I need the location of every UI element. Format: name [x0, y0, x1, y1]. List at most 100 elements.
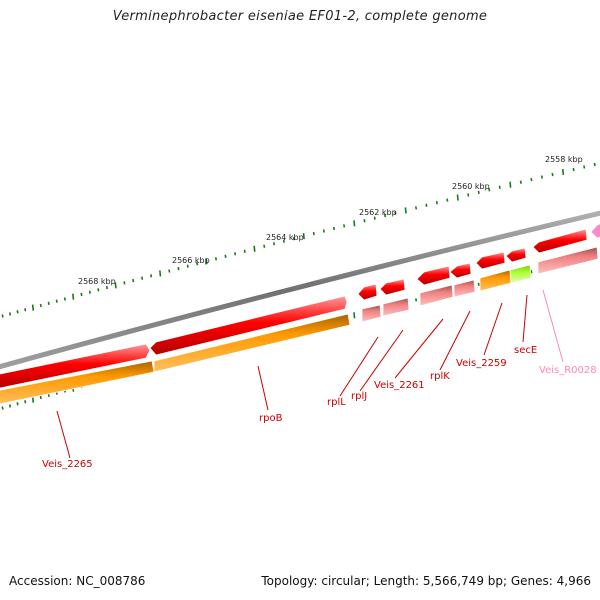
scale-tick — [263, 244, 266, 248]
gene-veis-2259-arrow[interactable] — [475, 251, 506, 270]
scale-tick — [414, 206, 418, 210]
feature-rplj[interactable] — [382, 297, 410, 317]
scale-tick — [477, 282, 480, 287]
scale-tick — [149, 274, 153, 278]
scale-tick — [488, 188, 491, 192]
scale-tick — [394, 211, 397, 215]
leader-rpob — [257, 365, 269, 411]
scale-tick — [404, 207, 407, 214]
scale-tick — [540, 175, 544, 179]
scale-tick — [253, 245, 256, 252]
scale-tick — [63, 297, 67, 301]
scale-tick — [425, 203, 428, 207]
scale-tick — [72, 293, 75, 300]
scale-tick — [282, 239, 286, 243]
scale-label-2568: 2568 kbp — [78, 277, 116, 286]
gene-veis-2265-arrow[interactable] — [0, 343, 151, 389]
scale-tick — [132, 278, 135, 283]
scale-tick — [456, 194, 459, 201]
scale-label-2562: 2562 kbp — [359, 208, 397, 217]
scale-tick — [31, 396, 35, 403]
scale-tick — [159, 270, 162, 277]
scale-tick — [55, 299, 58, 303]
scale-tick — [243, 249, 246, 253]
scale-tick — [8, 404, 12, 408]
scale-label-2566: 2566 kbp — [172, 256, 210, 265]
gene-rpob-arrow[interactable] — [149, 295, 348, 356]
label-leaders — [56, 289, 564, 459]
scale-tick — [224, 254, 227, 258]
gene-cds-2258-arrow[interactable] — [532, 228, 588, 254]
scale-tick — [214, 257, 218, 261]
scale-tick — [302, 233, 305, 240]
gene-label-veis-2259[interactable]: Veis_2259 — [456, 358, 507, 369]
gene-label-veis-2265[interactable]: Veis_2265 — [42, 459, 93, 470]
gene-label-rplk[interactable]: rplK — [430, 371, 450, 382]
topology-footer: Topology: circular; Length: 5,566,749 bp… — [261, 574, 591, 588]
scale-tick — [292, 237, 295, 241]
scale-tick — [312, 231, 315, 236]
gene-label-rpll[interactable]: rplL — [327, 397, 346, 408]
scale-label-2558: 2558 kbp — [545, 155, 583, 164]
gene-label-rpob[interactable]: rpoB — [259, 413, 283, 424]
feature-rplk[interactable] — [453, 279, 476, 298]
trna-veis-r0028-arrow[interactable] — [590, 222, 600, 239]
scale-tick — [519, 180, 522, 184]
scale-tick — [39, 303, 42, 308]
scale-tick — [373, 216, 376, 220]
scale-tick — [363, 219, 366, 223]
scale-tick — [234, 252, 237, 256]
scale-tick — [177, 266, 180, 271]
feature-sece[interactable] — [509, 264, 532, 284]
leader-sece — [522, 294, 528, 343]
gene-label-veis-2261[interactable]: Veis_2261 — [374, 380, 425, 391]
scale-label-2560: 2560 kbp — [452, 182, 490, 191]
feature-rpll[interactable] — [361, 304, 382, 323]
leader-veis-2259 — [483, 302, 503, 356]
scale-tick — [80, 292, 83, 297]
feature-veis-2261[interactable] — [419, 284, 454, 307]
scale-tick — [353, 220, 356, 227]
scale-tick — [343, 224, 346, 228]
leader-veis-r0028 — [542, 289, 564, 363]
scale-tick — [322, 229, 325, 233]
scale-tick — [498, 185, 501, 189]
scale-tick — [551, 172, 554, 177]
scale-tick — [196, 262, 199, 266]
feature-veis-2259[interactable] — [479, 269, 512, 292]
scale-tick — [1, 406, 4, 410]
scale-tick — [97, 288, 100, 292]
map-title: Verminephrobacter eiseniae EF01-2, compl… — [112, 9, 488, 24]
gene-rplj-arrow[interactable] — [379, 278, 406, 296]
scale-tick — [47, 301, 50, 305]
scale-tick — [583, 165, 586, 169]
gene-label-sece[interactable]: secE — [514, 345, 537, 356]
gene-label-rplj[interactable]: rplJ — [351, 391, 367, 402]
scale-tick — [561, 168, 565, 176]
scale-tick — [272, 242, 276, 246]
gene-rpll-arrow[interactable] — [357, 283, 378, 301]
feature-rpob[interactable] — [153, 313, 351, 373]
scale-tick — [24, 400, 27, 404]
scale-tick — [383, 213, 387, 218]
scale-tick — [414, 298, 418, 302]
scale-tick — [123, 281, 126, 285]
scale-tick — [332, 226, 336, 231]
scale-tick — [16, 402, 19, 406]
scale-tick — [446, 198, 449, 202]
gene-sece-arrow[interactable] — [505, 247, 527, 263]
scale-tick — [205, 258, 208, 265]
scale-tick — [141, 276, 144, 280]
gene-label-veis-r0028[interactable]: Veis_R0028 — [539, 365, 597, 376]
feature-cds-2258[interactable] — [537, 246, 599, 275]
scale-tick — [47, 393, 50, 397]
gene-rplk-arrow[interactable] — [449, 262, 472, 279]
gene-veis-2261-arrow[interactable] — [416, 265, 451, 286]
scale-tick — [530, 269, 533, 274]
scale-tick — [435, 201, 438, 205]
scale-tick — [105, 285, 109, 290]
scale-tick — [8, 312, 12, 316]
leader-rplk — [439, 310, 471, 371]
scale-tick — [39, 395, 42, 400]
